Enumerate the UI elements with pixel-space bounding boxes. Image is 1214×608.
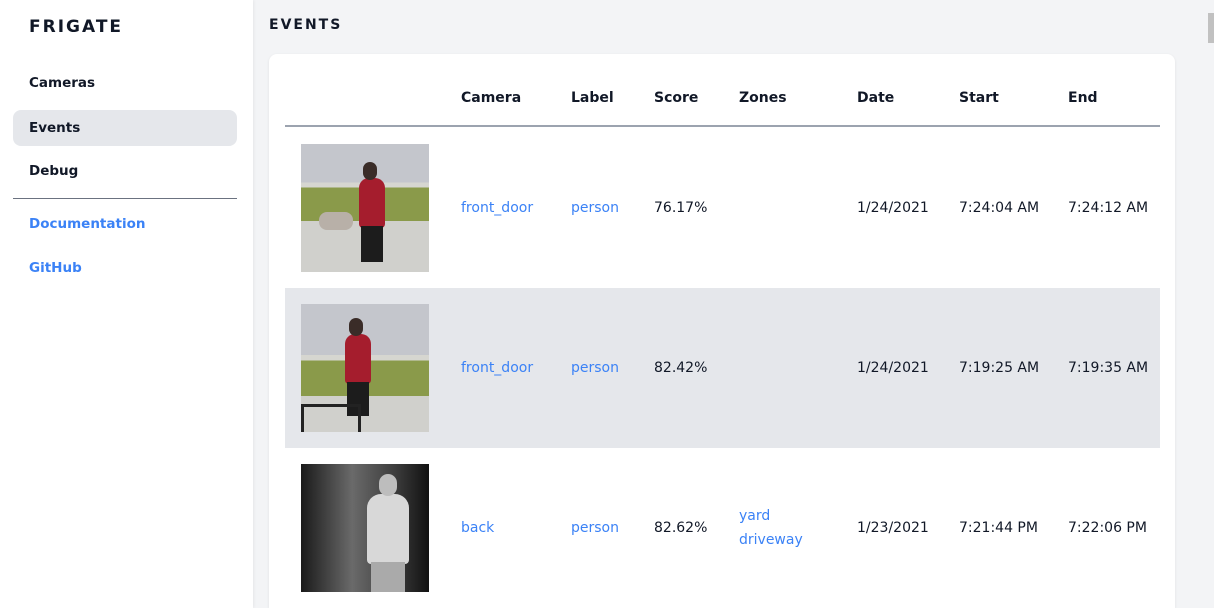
date: 1/24/2021 bbox=[857, 360, 929, 376]
table-row[interactable]: back person 82.62% yard driveway 1/23/20… bbox=[285, 448, 1160, 608]
event-thumbnail[interactable] bbox=[301, 144, 429, 272]
label-link[interactable]: person bbox=[571, 520, 619, 536]
sidebar-item-debug[interactable]: Debug bbox=[29, 163, 79, 179]
zone-link[interactable]: yard bbox=[739, 508, 771, 524]
link-github[interactable]: GitHub bbox=[29, 260, 82, 276]
sidebar-item-cameras[interactable]: Cameras bbox=[29, 75, 96, 91]
label-link[interactable]: person bbox=[571, 200, 619, 216]
scrollbar[interactable] bbox=[1206, 0, 1214, 608]
page-title: EVENTS bbox=[269, 17, 343, 33]
table-header: Camera Label Score Zones Date Start End bbox=[285, 54, 1160, 127]
brand-logo[interactable]: FRIGATE bbox=[29, 17, 124, 37]
events-table: Camera Label Score Zones Date Start End … bbox=[269, 54, 1175, 608]
end-time: 7:19:35 AM bbox=[1068, 360, 1149, 376]
col-end: End bbox=[1068, 90, 1098, 106]
event-thumbnail[interactable] bbox=[301, 464, 429, 592]
end-time: 7:22:06 PM bbox=[1068, 520, 1147, 536]
zone-link[interactable]: driveway bbox=[739, 532, 803, 548]
col-date: Date bbox=[857, 90, 895, 106]
col-zones: Zones bbox=[739, 90, 787, 106]
end-time: 7:24:12 AM bbox=[1068, 200, 1149, 216]
start-time: 7:19:25 AM bbox=[959, 360, 1040, 376]
date: 1/24/2021 bbox=[857, 200, 929, 216]
score: 76.17% bbox=[654, 200, 708, 216]
date: 1/23/2021 bbox=[857, 520, 929, 536]
table-row[interactable]: front_door person 76.17% 1/24/2021 7:24:… bbox=[285, 128, 1160, 288]
col-score: Score bbox=[654, 90, 699, 106]
score: 82.42% bbox=[654, 360, 708, 376]
divider bbox=[13, 198, 237, 199]
col-camera: Camera bbox=[461, 90, 522, 106]
camera-link[interactable]: front_door bbox=[461, 200, 534, 216]
col-start: Start bbox=[959, 90, 999, 106]
zones: yard driveway bbox=[739, 504, 803, 552]
label-link[interactable]: person bbox=[571, 360, 619, 376]
link-documentation[interactable]: Documentation bbox=[29, 216, 146, 232]
start-time: 7:21:44 PM bbox=[959, 520, 1038, 536]
score: 82.62% bbox=[654, 520, 708, 536]
col-label: Label bbox=[571, 90, 614, 106]
table-row[interactable]: front_door person 82.42% 1/24/2021 7:19:… bbox=[285, 288, 1160, 448]
sidebar-item-events[interactable]: Events bbox=[13, 110, 237, 146]
camera-link[interactable]: front_door bbox=[461, 360, 534, 376]
camera-link[interactable]: back bbox=[461, 520, 495, 536]
event-thumbnail[interactable] bbox=[301, 304, 429, 432]
sidebar: FRIGATE Cameras Events Debug Documentati… bbox=[0, 0, 253, 608]
scrollbar-thumb[interactable] bbox=[1208, 13, 1214, 43]
start-time: 7:24:04 AM bbox=[959, 200, 1040, 216]
